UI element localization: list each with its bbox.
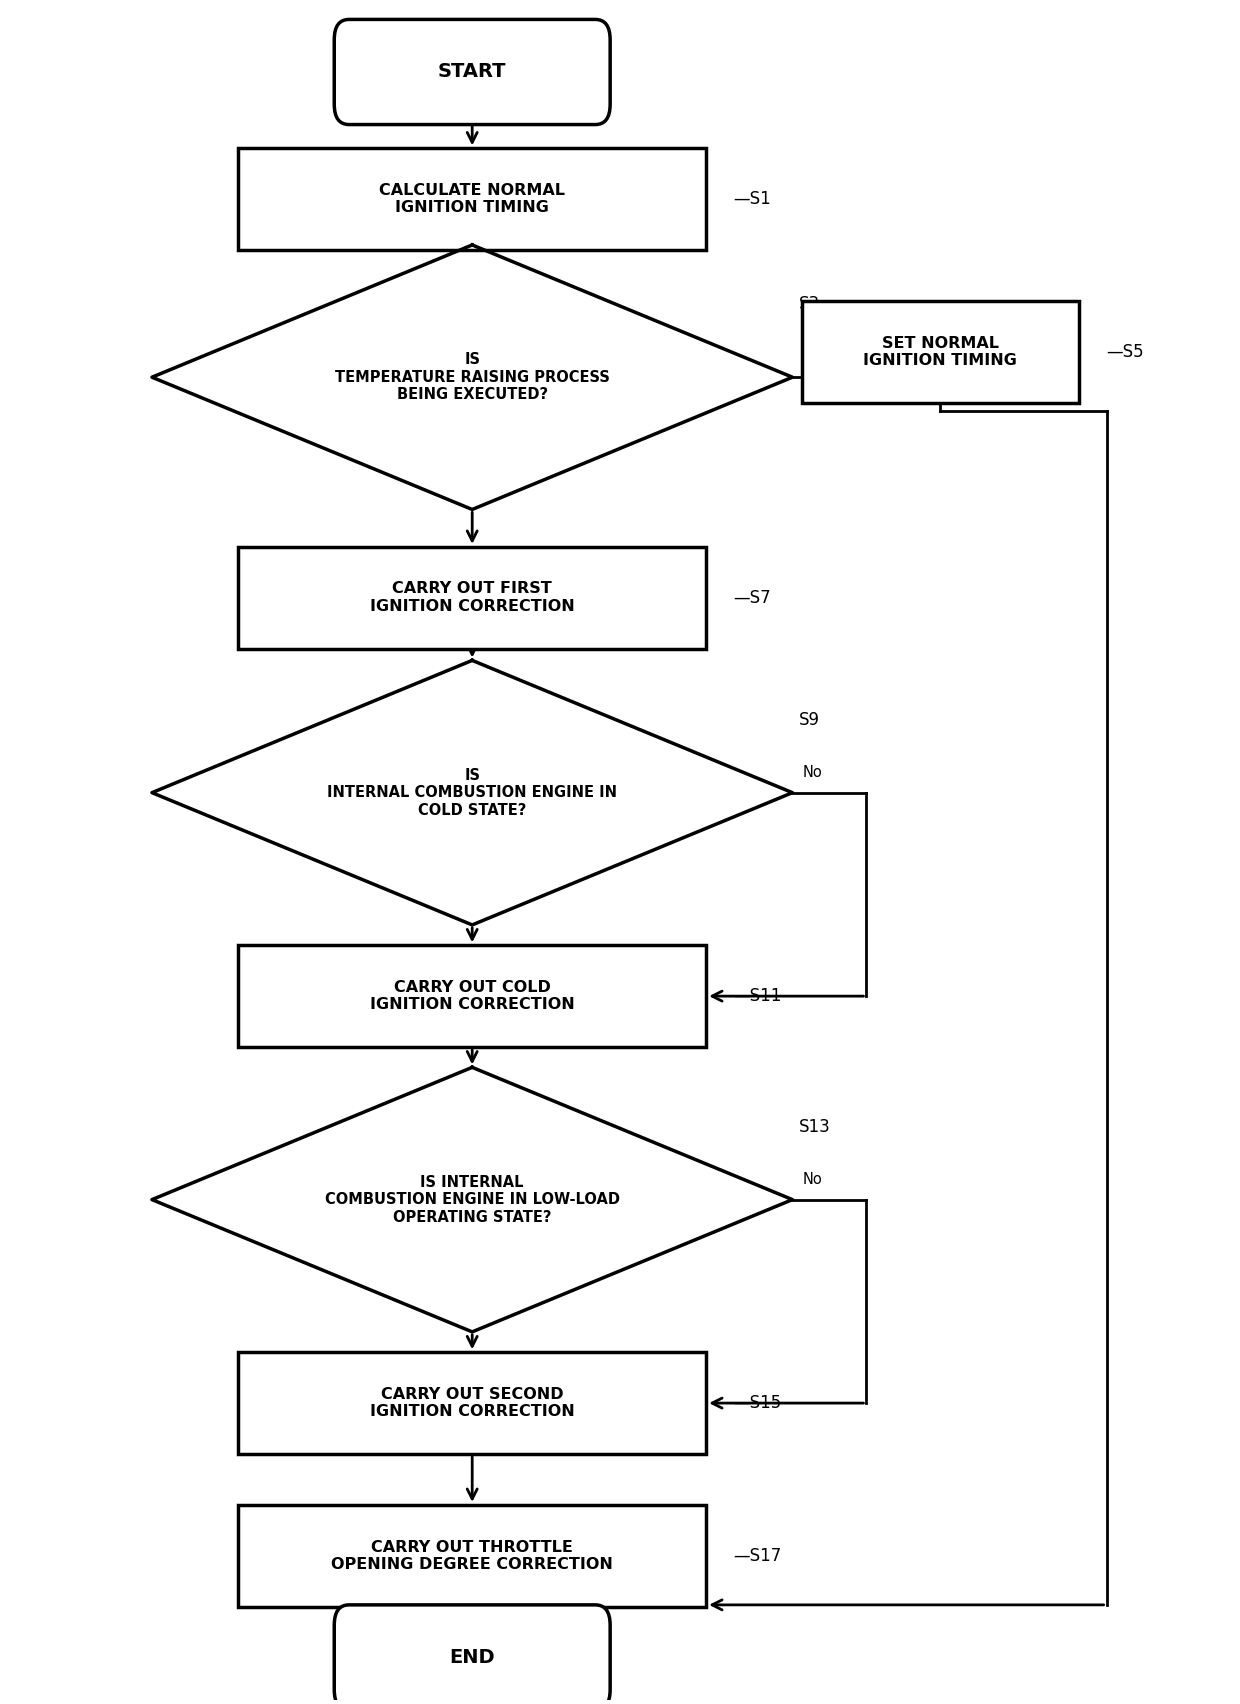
Polygon shape bbox=[153, 245, 792, 509]
FancyBboxPatch shape bbox=[335, 19, 610, 124]
Text: No: No bbox=[802, 765, 822, 780]
FancyBboxPatch shape bbox=[238, 148, 707, 250]
Polygon shape bbox=[153, 661, 792, 925]
Text: —S17: —S17 bbox=[733, 1547, 781, 1564]
FancyBboxPatch shape bbox=[238, 1353, 707, 1454]
Text: —S1: —S1 bbox=[733, 191, 771, 208]
FancyBboxPatch shape bbox=[802, 302, 1079, 402]
Text: Yes: Yes bbox=[491, 1297, 515, 1312]
FancyBboxPatch shape bbox=[238, 1505, 707, 1607]
Text: No: No bbox=[802, 349, 822, 365]
Text: CARRY OUT FIRST
IGNITION CORRECTION: CARRY OUT FIRST IGNITION CORRECTION bbox=[370, 581, 574, 613]
Text: IS
INTERNAL COMBUSTION ENGINE IN
COLD STATE?: IS INTERNAL COMBUSTION ENGINE IN COLD ST… bbox=[327, 769, 618, 818]
Text: —S7: —S7 bbox=[733, 588, 771, 607]
Polygon shape bbox=[153, 1067, 792, 1333]
Text: S13: S13 bbox=[799, 1118, 831, 1137]
Text: Yes: Yes bbox=[491, 889, 515, 905]
Text: —S11: —S11 bbox=[733, 987, 781, 1005]
Text: No: No bbox=[802, 1172, 822, 1186]
FancyBboxPatch shape bbox=[335, 1605, 610, 1704]
Text: —S15: —S15 bbox=[733, 1394, 781, 1413]
Text: CARRY OUT COLD
IGNITION CORRECTION: CARRY OUT COLD IGNITION CORRECTION bbox=[370, 980, 574, 1012]
Text: CARRY OUT THROTTLE
OPENING DEGREE CORRECTION: CARRY OUT THROTTLE OPENING DEGREE CORREC… bbox=[331, 1539, 613, 1571]
Text: S3: S3 bbox=[799, 295, 820, 314]
Text: END: END bbox=[449, 1648, 495, 1667]
Text: START: START bbox=[438, 63, 506, 82]
FancyBboxPatch shape bbox=[238, 946, 707, 1046]
Text: CALCULATE NORMAL
IGNITION TIMING: CALCULATE NORMAL IGNITION TIMING bbox=[379, 182, 565, 215]
FancyBboxPatch shape bbox=[238, 547, 707, 649]
Text: IS INTERNAL
COMBUSTION ENGINE IN LOW-LOAD
OPERATING STATE?: IS INTERNAL COMBUSTION ENGINE IN LOW-LOA… bbox=[325, 1174, 620, 1225]
Text: S9: S9 bbox=[799, 711, 820, 729]
Text: IS
TEMPERATURE RAISING PROCESS
BEING EXECUTED?: IS TEMPERATURE RAISING PROCESS BEING EXE… bbox=[335, 353, 610, 402]
Text: SET NORMAL
IGNITION TIMING: SET NORMAL IGNITION TIMING bbox=[863, 336, 1017, 368]
Text: CARRY OUT SECOND
IGNITION CORRECTION: CARRY OUT SECOND IGNITION CORRECTION bbox=[370, 1387, 574, 1419]
Text: —S5: —S5 bbox=[1106, 343, 1143, 361]
Text: Yes: Yes bbox=[491, 475, 515, 489]
